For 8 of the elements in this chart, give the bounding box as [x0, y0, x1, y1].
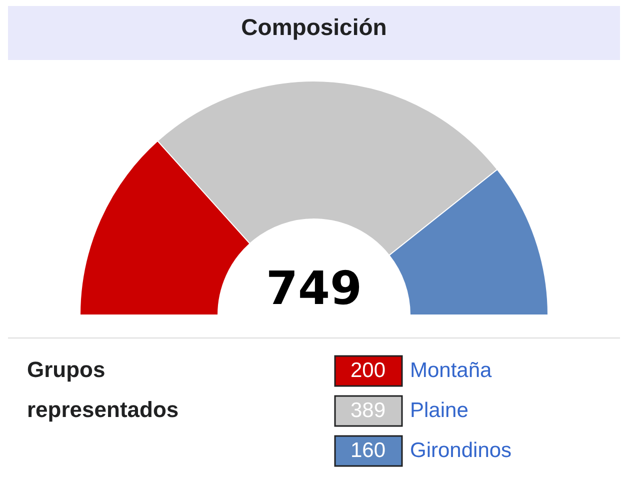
- legend-label: Girondinos: [410, 439, 512, 462]
- data-label: 200: [350, 359, 386, 382]
- data-label: 160: [350, 439, 386, 462]
- legend-label: Montaña: [410, 359, 492, 382]
- text: 749: [266, 261, 362, 315]
- chart-title: Composición: [241, 14, 387, 40]
- legend-label: Plaine: [410, 399, 468, 422]
- legend-title: Grupos representados: [27, 357, 179, 422]
